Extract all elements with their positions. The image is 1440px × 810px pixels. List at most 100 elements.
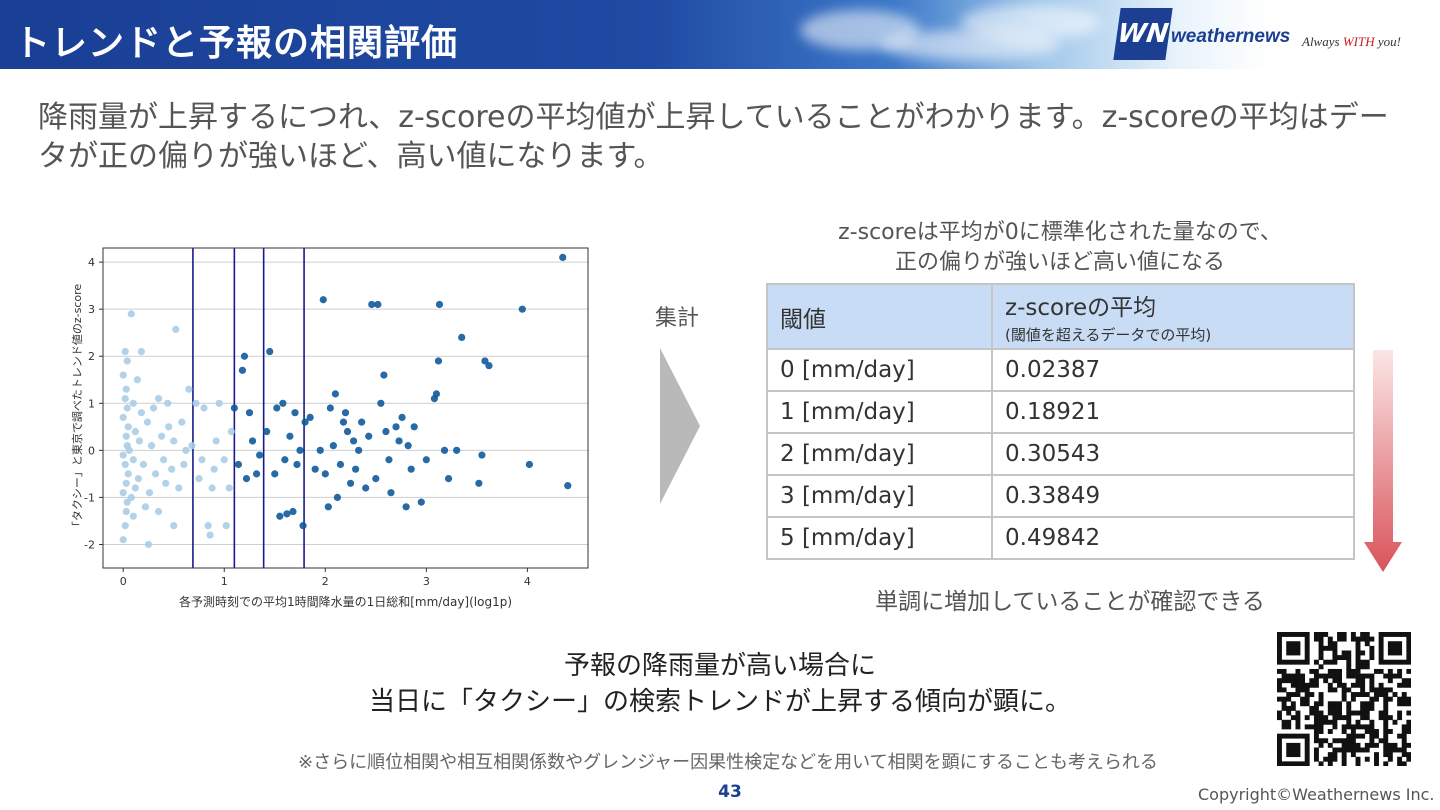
qr-module [1383,715,1389,721]
qr-module [1304,636,1310,642]
dark-data-point [263,427,271,436]
qr-module [1281,668,1287,674]
qr-module [1295,668,1301,674]
qr-module [1332,719,1338,725]
qr-module [1309,682,1315,688]
qr-module [1392,719,1398,725]
qr-module [1397,659,1403,665]
value-cell: 0.49842 [991,516,1355,560]
qr-module [1341,724,1347,730]
light-data-point [143,418,152,426]
light-data-point [210,465,218,473]
qr-module [1369,705,1375,711]
qr-module [1355,668,1361,674]
qr-module [1401,752,1407,758]
qr-module [1295,733,1301,739]
qr-module [1286,632,1292,637]
qr-module [1383,701,1389,707]
qr-module [1397,641,1403,647]
qr-module [1364,705,1370,711]
qr-module [1341,761,1347,766]
qr-module [1300,682,1306,688]
qr-module [1304,645,1310,651]
header-mean-sub: (閾値を超えるデータでの平均) [1005,326,1212,344]
cloud-decoration [960,5,1100,40]
qr-module [1406,742,1411,748]
qr-module [1341,747,1347,753]
qr-module [1387,668,1393,674]
qr-module [1295,710,1301,716]
qr-module [1378,632,1384,637]
qr-module [1387,696,1393,702]
qr-module [1355,659,1361,665]
qr-module [1406,696,1411,702]
qr-module [1281,761,1287,766]
light-data-point [227,427,235,436]
qr-module [1364,747,1370,753]
light-data-point [119,413,127,422]
qr-module [1406,650,1411,656]
qr-module [1277,715,1282,721]
qr-module [1401,733,1407,739]
light-data-point [188,442,196,450]
dark-data-point [481,357,489,365]
qr-module [1327,719,1333,725]
x-tick-label: 4 [524,575,531,588]
y-tick-label: -2 [84,538,95,551]
qr-module [1346,701,1352,707]
light-data-point [175,484,183,492]
qr-module [1346,742,1352,748]
qr-module [1277,650,1282,656]
qr-module [1313,747,1319,753]
qr-module [1383,692,1389,697]
light-data-point [129,512,137,520]
dark-data-point [291,409,299,417]
qr-module [1337,655,1342,661]
qr-module [1360,747,1366,753]
qr-module [1318,641,1324,647]
qr-module [1313,756,1319,762]
qr-module [1313,701,1319,707]
qr-module [1392,742,1398,748]
light-data-point [145,489,154,497]
summary-label: 集計 [655,306,700,331]
table-row: 3 [mm/day] 0.33849 [766,474,1355,518]
threshold-cell: 0 [mm/day] [766,348,993,392]
qr-module [1290,632,1296,637]
light-data-point [119,451,127,459]
header-mean: z-scoreの平均 (閾値を超えるデータでの平均) [991,283,1355,350]
qr-module [1332,738,1338,744]
qr-module [1350,752,1356,758]
qr-module [1387,747,1393,753]
qr-module [1406,724,1411,730]
qr-module [1360,724,1366,730]
light-data-point [122,385,130,393]
y-tick-label: -1 [84,491,95,504]
qr-module [1350,747,1356,753]
qr-module [1350,733,1356,739]
right-arrow-icon [660,348,700,504]
qr-module [1313,752,1319,758]
qr-module [1401,738,1407,744]
qr-module [1350,692,1356,697]
light-data-point [225,484,233,492]
qr-module [1346,687,1352,693]
qr-module [1304,733,1310,739]
qr-module [1387,729,1393,734]
qr-module [1406,659,1411,665]
qr-module [1332,650,1338,656]
qr-module [1286,641,1292,647]
qr-module [1355,733,1361,739]
light-data-point [133,376,141,384]
qr-module [1323,678,1329,684]
qr-module [1332,701,1338,707]
qr-module [1313,729,1319,734]
qr-module [1341,682,1347,688]
light-data-point [124,470,132,478]
dark-data-point [276,512,284,520]
qr-module [1369,636,1375,642]
qr-module [1378,692,1384,697]
light-data-point [122,507,130,516]
light-data-point [170,522,178,530]
qr-module [1313,636,1319,642]
